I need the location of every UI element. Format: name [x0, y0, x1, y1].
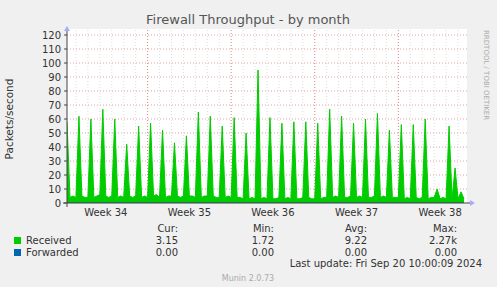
area [67, 70, 464, 203]
y-tick [64, 203, 67, 204]
legend-swatch [14, 237, 21, 244]
chart: Firewall Throughput - by month Packets/se… [0, 0, 497, 287]
credit: Munin 2.0.73 [222, 274, 274, 283]
y-grid-line [67, 133, 467, 134]
series-line [67, 70, 464, 199]
x-tick-label: Week 37 [335, 207, 378, 218]
x-tick-label: Week 36 [251, 207, 294, 218]
y-tick-label: 20 [48, 170, 61, 181]
y-tick [64, 77, 67, 78]
x-tick-label: Week 34 [84, 207, 127, 218]
y-tick [64, 49, 67, 50]
day-grid-line [434, 30, 435, 203]
stats-value: 2.27k [429, 235, 457, 246]
y-tick [64, 63, 67, 64]
legend-label: Received [26, 235, 72, 246]
y-tick-label: 10 [48, 184, 61, 195]
stats-value: 1.72 [252, 235, 274, 246]
y-grid-line [67, 63, 467, 64]
y-tick-label: 120 [42, 30, 61, 41]
stats-header: Avg: [345, 223, 367, 234]
x-axis [63, 203, 472, 204]
y-axis-arrow [64, 26, 70, 31]
y-tick-label: 80 [48, 86, 61, 97]
y-tick-label: 30 [48, 156, 61, 167]
legend-swatch [14, 249, 21, 256]
y-grid-line [67, 77, 467, 78]
stats-header: Min: [253, 223, 274, 234]
data-group [67, 70, 464, 203]
y-tick-label: 50 [48, 128, 61, 139]
y-tick-label: 40 [48, 142, 61, 153]
watermark: RRDTOOL / TOBI OETIKER [482, 30, 490, 120]
y-grid-line [67, 119, 467, 120]
y-tick [64, 105, 67, 106]
day-grid-line [171, 30, 172, 203]
stats-header: Max: [433, 223, 457, 234]
day-grid-line [159, 30, 160, 203]
day-grid-line [410, 30, 411, 203]
y-tick [64, 91, 67, 92]
stats-header: Cur: [157, 223, 178, 234]
stats-value: 0.00 [435, 247, 457, 258]
y-tick-label: 100 [42, 58, 61, 69]
day-grid-line [386, 30, 387, 203]
day-grid-line [458, 30, 459, 203]
y-tick [64, 133, 67, 134]
legend-label: Forwarded [26, 247, 79, 258]
stats-value: 0.00 [252, 247, 274, 258]
y-tick [64, 161, 67, 162]
y-tick [64, 175, 67, 176]
y-label: Packets/second [3, 79, 15, 160]
y-tick [64, 189, 67, 190]
stats-value: 0.00 [345, 247, 367, 258]
title: Firewall Throughput - by month [146, 12, 350, 27]
day-grid-line [123, 30, 124, 203]
day-grid-line [243, 30, 244, 203]
y-grid-line [67, 91, 467, 92]
stats-value: 9.22 [345, 235, 367, 246]
y-tick [64, 35, 67, 36]
day-grid-line [446, 30, 447, 203]
stats-value: 3.15 [156, 235, 178, 246]
y-tick-label: 90 [48, 72, 61, 83]
footer: Last update: Fri Sep 20 10:00:09 2024 [290, 258, 482, 269]
background [0, 0, 497, 287]
day-grid-line [183, 30, 184, 203]
y-grid-line [67, 105, 467, 106]
week-grid-line [314, 30, 315, 203]
x-tick-label: Week 38 [418, 207, 461, 218]
y-tick-label: 60 [48, 114, 61, 125]
y-tick-label: 0 [55, 198, 61, 209]
y-tick [64, 147, 67, 148]
x-tick-label: Week 35 [168, 207, 211, 218]
y-tick-label: 70 [48, 100, 61, 111]
y-grid-line [67, 49, 467, 50]
y-tick [64, 119, 67, 120]
y-tick-label: 110 [42, 44, 61, 55]
x-axis-arrow [470, 200, 475, 206]
y-grid-line [67, 35, 467, 36]
stats-value: 0.00 [156, 247, 178, 258]
plot-area [67, 29, 467, 203]
